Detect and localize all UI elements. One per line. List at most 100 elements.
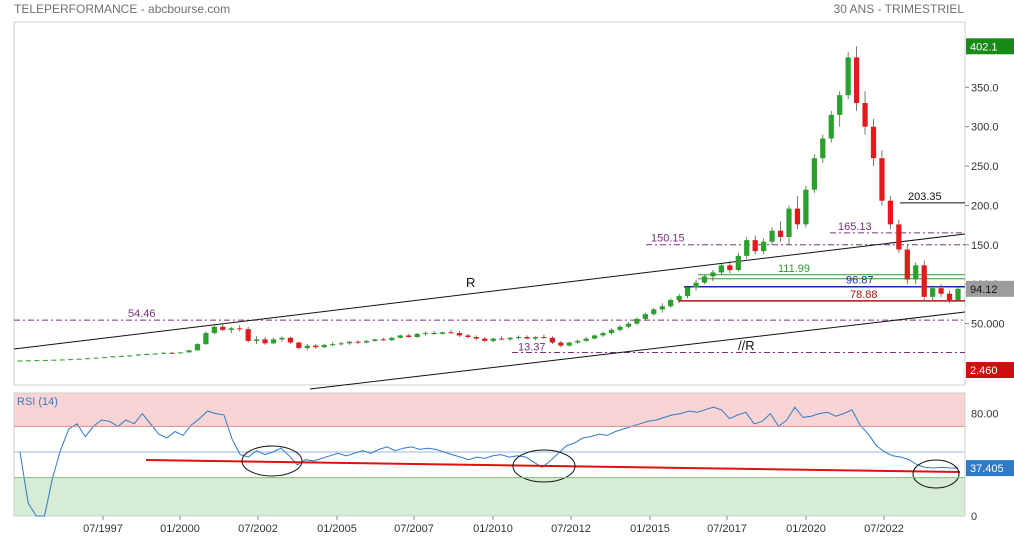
time-axis-label: 01/2020 (786, 523, 826, 535)
candle-body (380, 339, 386, 341)
candle-body (592, 335, 598, 339)
candle-body (389, 337, 395, 341)
rsi-trendline (145, 459, 961, 473)
level-label: 111.99 (778, 263, 810, 275)
candle-body (769, 230, 775, 242)
candle-body (904, 249, 910, 280)
candle-body (355, 341, 361, 343)
candle-body (583, 338, 589, 341)
candle-body (25, 360, 32, 362)
candle-body (296, 342, 302, 349)
rsi-circle-marker (241, 445, 303, 477)
candle-body (110, 356, 116, 358)
price-axis-label: 200.0 (971, 200, 999, 212)
candle-body (42, 359, 48, 361)
candle-body (363, 340, 370, 343)
candle-body (507, 337, 513, 340)
candle-body (169, 352, 175, 354)
candle-body (608, 329, 615, 334)
candle-body (473, 337, 479, 339)
time-axis-label: 01/2000 (160, 523, 200, 535)
candle-body (820, 138, 826, 159)
time-axis-label: 07/2017 (707, 523, 747, 535)
candle-body (887, 200, 894, 225)
rsi-axis-label: 0 (971, 511, 977, 523)
candle-body (938, 288, 944, 294)
candle-body (431, 333, 437, 335)
candle-body (710, 272, 716, 277)
time-axis-label: 01/2015 (630, 523, 670, 535)
candle-body (372, 339, 378, 341)
candle-body (549, 337, 555, 343)
candle-body (701, 276, 708, 283)
candle-body (490, 338, 496, 341)
candle-body (735, 255, 741, 271)
trendline-right (500, 310, 965, 347)
candle-body (152, 353, 158, 355)
candle-body (642, 314, 648, 319)
candle-body (270, 339, 277, 344)
candle-body (955, 288, 961, 300)
price-axis-label: 300.0 (971, 122, 999, 134)
candle-body (346, 341, 353, 344)
candle-body (144, 353, 150, 355)
candle-body (68, 359, 74, 361)
price-axis-label: 150.0 (971, 240, 999, 252)
candle-body (558, 342, 564, 346)
candle-body (245, 329, 251, 341)
candle-body (414, 333, 420, 338)
level-label: 165.13 (838, 221, 872, 233)
candles-group (17, 46, 961, 362)
candle-body (228, 328, 234, 330)
candle-body (279, 337, 285, 340)
time-axis-label: 07/2022 (864, 523, 904, 535)
candle-body (161, 352, 167, 354)
rsi-axis-label: 80.00 (971, 409, 999, 421)
price-label-last-box (966, 280, 1014, 297)
candle-body (811, 158, 817, 190)
candle-body (837, 95, 843, 115)
chart-period: 30 ANS - TRIMESTRIEL (833, 2, 964, 16)
candle-body (575, 340, 581, 343)
candle-body (930, 288, 936, 297)
level-label: 96.87 (846, 275, 874, 287)
candle-body (845, 57, 851, 96)
candle-body (51, 359, 57, 361)
rsi-last-box (966, 460, 1014, 477)
candle-body (253, 339, 260, 341)
time-axis-label: 01/2005 (317, 523, 357, 535)
candle-body (313, 345, 319, 348)
candle-body (448, 332, 454, 334)
level-label: 54.46 (128, 308, 156, 320)
candle-body (524, 337, 530, 339)
candle-body (237, 328, 243, 330)
trendline-lower (309, 311, 966, 390)
candle-body (101, 357, 108, 359)
candle-body (211, 326, 217, 334)
candle-body (946, 293, 953, 300)
price-labels-group: 402.1 94.12 2.460 (966, 38, 1014, 378)
candle-body (118, 355, 125, 357)
candle-body (752, 240, 758, 252)
candle-body (34, 360, 40, 362)
candle-body (684, 287, 691, 297)
chart-title: TELEPERFORMANCE - abcbourse.com (14, 2, 231, 16)
candle-body (135, 354, 141, 356)
rsi-oversold-zone (14, 477, 965, 516)
price-label-high-box (966, 38, 1014, 55)
candle-body (862, 103, 868, 127)
time-axis-label: 07/2012 (551, 523, 591, 535)
candle-body (287, 337, 294, 343)
price-panel-frame (13, 21, 966, 386)
candle-body (727, 265, 733, 271)
candle-body (693, 282, 699, 288)
candle-body (668, 299, 674, 307)
candle-body (76, 358, 82, 360)
rsi-circle-marker (512, 449, 576, 483)
candle-body (262, 339, 268, 344)
rsi-line (19, 406, 959, 517)
candle-body (786, 208, 792, 237)
candle-body (17, 360, 23, 362)
candle-body (600, 333, 606, 336)
level-label: 150.15 (651, 233, 685, 245)
